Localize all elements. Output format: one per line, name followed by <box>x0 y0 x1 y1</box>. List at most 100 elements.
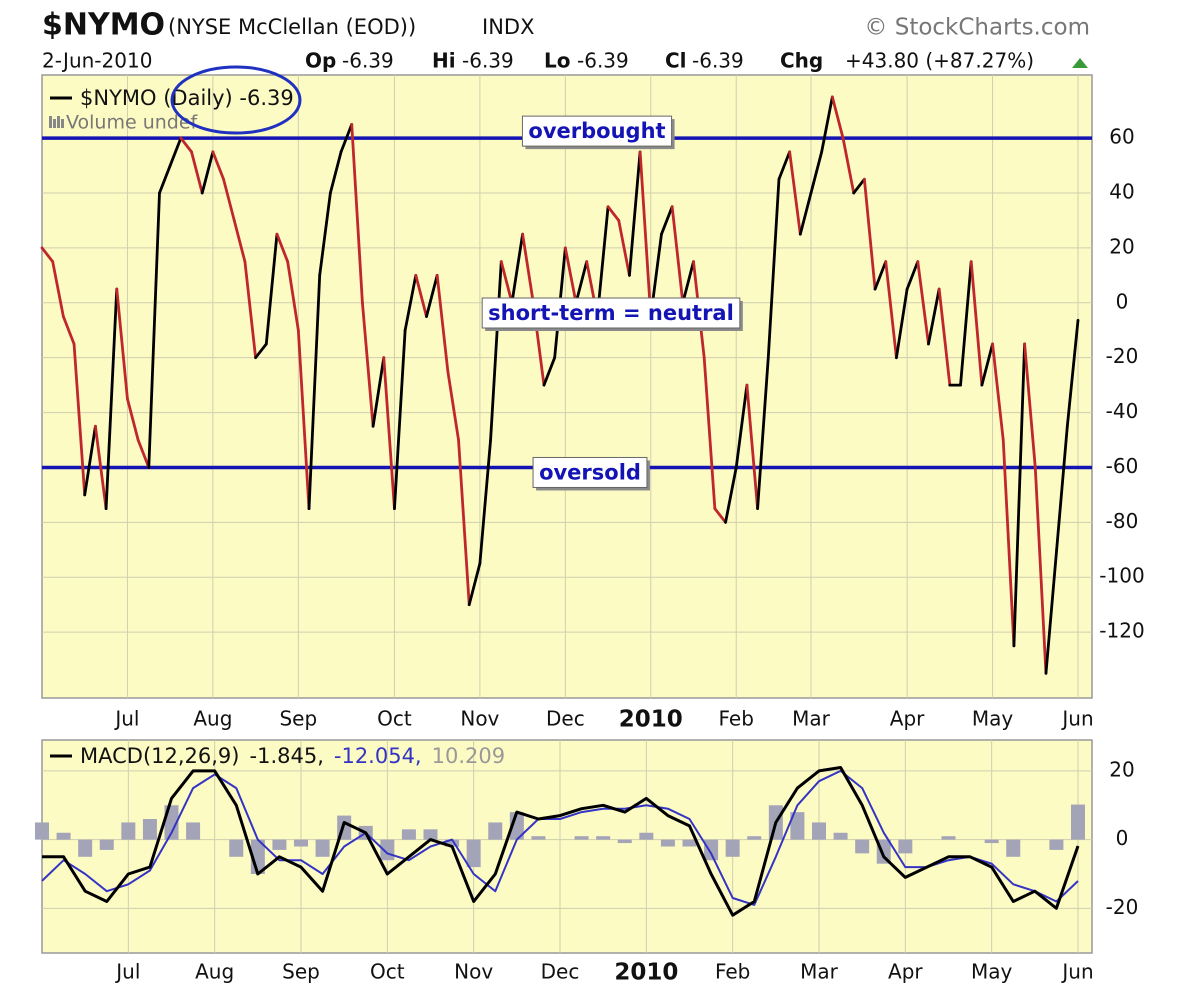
histogram-bar <box>78 839 93 857</box>
price-segment <box>1055 424 1069 552</box>
price-segment <box>286 260 300 332</box>
price-segment <box>254 342 268 360</box>
lo-label: Lo <box>544 49 570 73</box>
signal-line <box>41 769 1079 906</box>
x-tick-label: Sep <box>282 960 320 984</box>
price-segment <box>40 246 55 264</box>
cl-value: -6.39 <box>692 49 744 73</box>
x-tick-label: Apr <box>888 960 923 984</box>
annotation: overbought <box>528 119 665 143</box>
x-tick-label: Jul <box>114 960 140 984</box>
histogram-bar <box>812 822 826 840</box>
price-segment <box>959 260 973 387</box>
price-segment <box>521 232 535 305</box>
annotation-box <box>521 115 673 147</box>
histogram-bar <box>466 839 481 868</box>
histogram-bar <box>617 839 632 844</box>
x-tick-label: Dec <box>546 707 585 731</box>
up-indicator <box>1072 58 1088 68</box>
y-tick-label: 0 <box>1116 826 1129 850</box>
x-tick-label: Oct <box>370 960 405 984</box>
price-segment <box>446 370 460 442</box>
price-segment <box>574 260 589 305</box>
price-segment <box>563 246 578 305</box>
price-segment <box>937 287 952 387</box>
volume-legend: Volume undef <box>66 112 199 134</box>
source: © StockCharts.com <box>864 15 1090 41</box>
legend-label: $NYMO (Daily) -6.39 <box>80 86 294 110</box>
x-tick-label: 2010 <box>619 707 683 733</box>
histogram-bar <box>855 839 870 854</box>
price-segment <box>617 219 631 277</box>
price-segment <box>1012 342 1026 648</box>
price-segment <box>382 356 396 511</box>
price-segment <box>147 191 161 469</box>
x-tick-label: Aug <box>193 707 232 731</box>
price-segment <box>393 328 407 511</box>
x-tick-label: 2010 <box>614 960 678 986</box>
price-segment <box>232 219 247 264</box>
y-tick-label: 0 <box>1116 289 1129 313</box>
price-segment <box>200 150 215 195</box>
price-segment <box>307 273 322 511</box>
y-tick-label: 20 <box>1109 234 1134 258</box>
annotation: oversold <box>539 460 641 484</box>
x-tick-label: Jul <box>113 707 139 731</box>
cl-label: Cl <box>665 49 687 73</box>
price-segment <box>168 136 183 167</box>
price-segment <box>489 260 503 442</box>
histogram-bar <box>574 836 589 840</box>
x-tick-label: Sep <box>279 707 317 731</box>
hi-label: Hi <box>432 49 456 73</box>
x-tick-label: Mar <box>792 707 831 731</box>
price-segment <box>905 260 920 291</box>
y-tick-label: -20 <box>1106 344 1139 368</box>
price-segment <box>126 397 140 442</box>
x-tick-label: Jun <box>1060 707 1093 731</box>
x-tick-label: Oct <box>377 707 412 731</box>
price-segment <box>798 191 813 236</box>
histogram-bar <box>790 812 805 840</box>
date: 2-Jun-2010 <box>42 49 152 73</box>
x-tick-label: Mar <box>800 960 839 984</box>
price-segment <box>980 342 994 387</box>
volume-icon <box>49 116 52 128</box>
plots: 60 40 20 0 -20 -40 -60 -80 -100 -120 Jul Aug Sep Oct N… <box>35 74 1145 986</box>
histogram-bar <box>682 839 697 847</box>
price-segment <box>1044 548 1059 675</box>
price-segment <box>820 95 834 154</box>
y-tick-label: -20 <box>1106 895 1139 919</box>
price-segment <box>467 562 482 607</box>
price-segment <box>1001 438 1016 648</box>
price-segment <box>94 424 108 511</box>
op-label: Op <box>305 49 336 73</box>
price-segment <box>916 260 930 346</box>
histogram-bar <box>56 832 71 840</box>
x-tick-label: May <box>972 707 1014 731</box>
price-segment <box>713 507 727 524</box>
price-segment <box>275 232 290 264</box>
price-segment <box>734 383 749 469</box>
price-segment <box>638 150 653 318</box>
histogram-bar <box>725 839 740 857</box>
price-segment <box>969 260 984 387</box>
annotation: short-term = neutral <box>488 301 734 325</box>
price-segment <box>72 342 87 497</box>
price-segment <box>927 287 941 346</box>
highlight-ellipse <box>170 65 302 135</box>
price-segment <box>51 260 65 318</box>
volume-icon <box>53 119 56 128</box>
price-segment <box>895 287 909 360</box>
price-segment <box>724 466 738 524</box>
x-tick-label: Jun <box>1060 960 1093 984</box>
price-segment <box>222 177 236 222</box>
x-tick-label: Nov <box>454 960 493 984</box>
price-segment <box>1033 466 1048 675</box>
price-segment <box>328 150 343 195</box>
price-segment <box>862 177 877 291</box>
histogram-bar <box>121 822 136 840</box>
symbol: $NYMO <box>42 8 165 43</box>
x-tick-label: May <box>971 960 1013 984</box>
x-tick-label: Aug <box>195 960 234 984</box>
